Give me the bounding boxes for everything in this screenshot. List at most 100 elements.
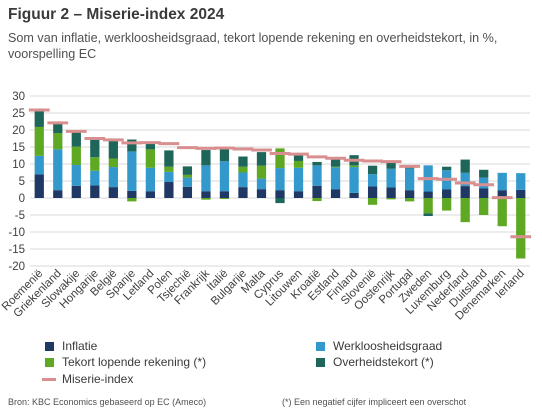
bar-segment [53,122,63,134]
bar-segment [460,159,470,173]
bar-segment [182,186,193,198]
legend-item-miserie-index: Miserie-index [42,372,133,386]
bar-segment [275,148,285,169]
bar-segment [90,138,100,158]
bar-segment [145,191,155,198]
bar-segment [127,139,137,152]
bar-segment [312,161,322,166]
chart-subtitle: Som van inflatie, werkloosheidsgraad, te… [8,31,498,61]
bar-segment [256,189,267,198]
y-tick-label: 10 [12,159,25,171]
bar-segment [53,190,63,198]
bar-segment [238,187,248,198]
y-tick-label: 25 [12,108,25,120]
bar-segment [108,139,118,159]
bar-segment [238,172,248,188]
bar-segment [219,191,230,198]
bar-segment [34,126,44,156]
legend-label-overheidstekort: Overheidstekort (*) [333,355,434,369]
bar-segment [293,160,304,168]
bar-segment [349,167,359,193]
bar-segment [293,167,304,192]
bar-segment [127,190,137,198]
bar-segment [275,168,285,191]
legend-item-inflatie: Inflatie [45,339,97,353]
bar-segment [71,165,81,186]
legend-item-werkloosheidsgraad: Werkloosheidsgraad [316,339,442,353]
bar-segment [201,191,211,198]
legend-label-inflatie: Inflatie [62,339,98,353]
bar-segment [108,167,118,188]
bar-segment [312,198,322,202]
bar-segment [256,178,267,190]
y-tick-label: 20 [12,125,25,137]
bar-segment [386,168,396,188]
legend-swatch-werkloosheidsgraad [316,341,325,351]
bar-segment [164,166,174,172]
bar-segment [516,173,526,190]
bar-segment [90,185,100,198]
bar-segment [460,198,470,223]
bar-segment [367,174,378,187]
footer-note: (*) Een negatief cijfer impliceert een o… [282,397,467,407]
bar-segment [34,109,44,127]
chart-title: Figuur 2 – Miserie-index 2024 [8,6,225,23]
stacked-bar-chart: -20-15-10-5051015202530RoemeniëGriekenla… [0,91,532,323]
bar-segment [182,174,193,178]
bar-segment [293,191,304,198]
footer-source: Bron: KBC Economics gebaseerd op EC (Ame… [8,397,207,407]
bar-segment [34,174,44,198]
bar-segment [127,198,137,202]
bar-segment [71,185,81,198]
bar-segment [330,158,341,167]
y-tick-label: 30 [12,91,25,103]
bar-segment [164,150,174,167]
bar-segment [182,166,193,175]
bar-segment [479,177,489,189]
bar-segment [479,169,489,178]
bar-segment [330,189,341,198]
legend-item-overheidstekort: Overheidstekort (*) [316,355,434,369]
y-tick-label: 15 [12,142,25,154]
bar-segment [423,213,433,217]
bar-segment [201,165,211,192]
legend-swatch-overheidstekort [316,357,325,367]
bar-segment [312,165,322,186]
legend-swatch-tekort-lopende-rekening [45,357,54,367]
bar-segment [256,152,267,166]
bar-segment [405,168,415,191]
bar-segment [460,172,470,187]
bar-segment [256,165,267,179]
bar-segment [34,155,44,175]
bar-segment [442,189,452,198]
bar-segment [330,166,341,168]
bar-segment [238,156,248,167]
bar-segment [293,154,304,161]
bar-segment [423,198,433,214]
y-tick-label: -10 [8,227,25,239]
bar-segment [201,198,211,200]
chart-legend: Inflatie Werkloosheidsgraad Tekort lopen… [0,335,542,390]
bar-segment [386,187,396,198]
bar-segment [71,146,81,166]
bar-segment [108,187,118,198]
y-tick-label: -15 [8,244,25,256]
bar-segment [238,166,248,173]
bar-segment [497,198,507,227]
bar-segment [219,147,230,162]
bar-segment [367,186,378,198]
bar-segment [312,185,322,198]
bar-segment [367,165,378,175]
bar-segment [164,171,174,183]
legend-swatch-inflatie [45,341,54,351]
bar-segment [497,190,507,198]
legend-label-tekort-lopende-rekening: Tekort lopende rekening (*) [62,355,207,369]
bar-segment [108,158,118,168]
bar-segment [127,151,137,191]
bar-segment [71,131,81,147]
bar-segment [479,198,489,215]
bar-segment [275,198,285,204]
bar-segment [349,192,359,198]
bar-segment [460,186,470,198]
y-tick-label: 5 [19,176,25,188]
